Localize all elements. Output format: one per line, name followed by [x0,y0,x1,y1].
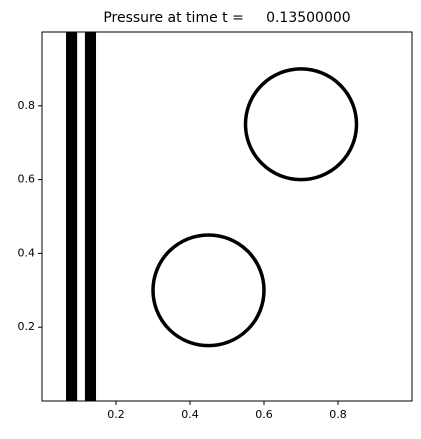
y-tick-label: 0.2 [18,320,36,333]
y-tick-label: 0.6 [18,173,36,186]
x-tick-label: 0.6 [255,408,273,421]
y-tick-label: 0.8 [18,99,36,112]
bar [66,32,78,401]
x-tick-label: 0.2 [107,408,125,421]
bar [84,32,97,401]
y-tick-label: 0.4 [18,246,36,259]
chart-title: Pressure at time t = 0.13500000 [103,10,350,26]
plot-frame [41,31,413,402]
circle [151,233,266,348]
circle [243,67,359,182]
x-tick-label: 0.8 [329,408,347,421]
x-tick-label: 0.4 [181,408,199,421]
